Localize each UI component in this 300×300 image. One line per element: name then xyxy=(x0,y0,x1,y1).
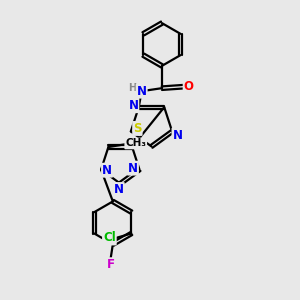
Text: N: N xyxy=(128,99,138,112)
Text: N: N xyxy=(172,128,182,142)
Text: CH₃: CH₃ xyxy=(125,139,146,148)
Text: Cl: Cl xyxy=(103,232,116,244)
Text: N: N xyxy=(137,85,147,98)
Text: N: N xyxy=(114,183,124,196)
Text: N: N xyxy=(102,164,112,177)
Text: H: H xyxy=(128,82,136,93)
Text: N: N xyxy=(128,162,138,175)
Text: S: S xyxy=(133,122,142,135)
Text: F: F xyxy=(106,258,115,271)
Text: O: O xyxy=(184,80,194,93)
